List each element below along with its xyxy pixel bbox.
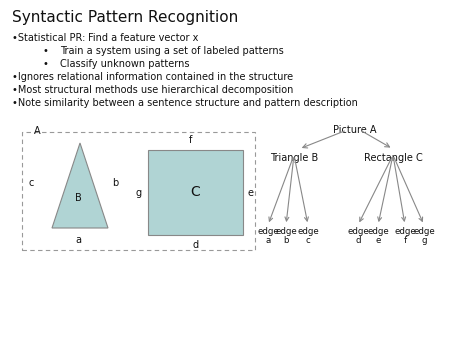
Text: f: f (189, 135, 192, 145)
Text: •: • (42, 59, 48, 69)
Text: f: f (404, 236, 406, 245)
Text: d: d (193, 240, 198, 250)
Text: •Statistical PR:: •Statistical PR: (12, 33, 86, 43)
Text: a: a (75, 235, 81, 245)
Text: edge: edge (275, 227, 297, 236)
Text: Syntactic Pattern Recognition: Syntactic Pattern Recognition (12, 10, 238, 25)
Text: edge: edge (367, 227, 389, 236)
Text: •Ignores relational information contained in the structure: •Ignores relational information containe… (12, 72, 293, 82)
Text: C: C (191, 186, 200, 199)
Text: g: g (136, 188, 142, 197)
Text: •Note similarity between a sentence structure and pattern description: •Note similarity between a sentence stru… (12, 98, 358, 108)
Text: Picture A: Picture A (333, 125, 377, 135)
Text: c: c (306, 236, 310, 245)
Text: Classify unknown patterns: Classify unknown patterns (60, 59, 189, 69)
Text: edge: edge (297, 227, 319, 236)
Text: b: b (112, 178, 118, 188)
Text: edge: edge (394, 227, 416, 236)
Text: Triangle B: Triangle B (270, 153, 318, 163)
Bar (148, 150, 243, 235)
Text: b: b (283, 236, 289, 245)
Text: d: d (355, 236, 361, 245)
Text: e: e (247, 188, 253, 197)
Text: Rectangle C: Rectangle C (364, 153, 423, 163)
Text: edge: edge (413, 227, 435, 236)
Text: e: e (375, 236, 381, 245)
Text: B: B (75, 193, 81, 203)
Text: c: c (29, 178, 34, 188)
Text: •: • (42, 46, 48, 56)
Polygon shape (52, 143, 108, 228)
Bar (22, 132, 255, 250)
Text: Train a system using a set of labeled patterns: Train a system using a set of labeled pa… (60, 46, 284, 56)
Text: Find a feature vector x: Find a feature vector x (88, 33, 198, 43)
Text: edge: edge (257, 227, 279, 236)
Text: edge: edge (347, 227, 369, 236)
Text: A: A (34, 126, 40, 136)
Text: •Most structural methods use hierarchical decomposition: •Most structural methods use hierarchica… (12, 85, 293, 95)
Text: a: a (266, 236, 270, 245)
Text: g: g (421, 236, 427, 245)
